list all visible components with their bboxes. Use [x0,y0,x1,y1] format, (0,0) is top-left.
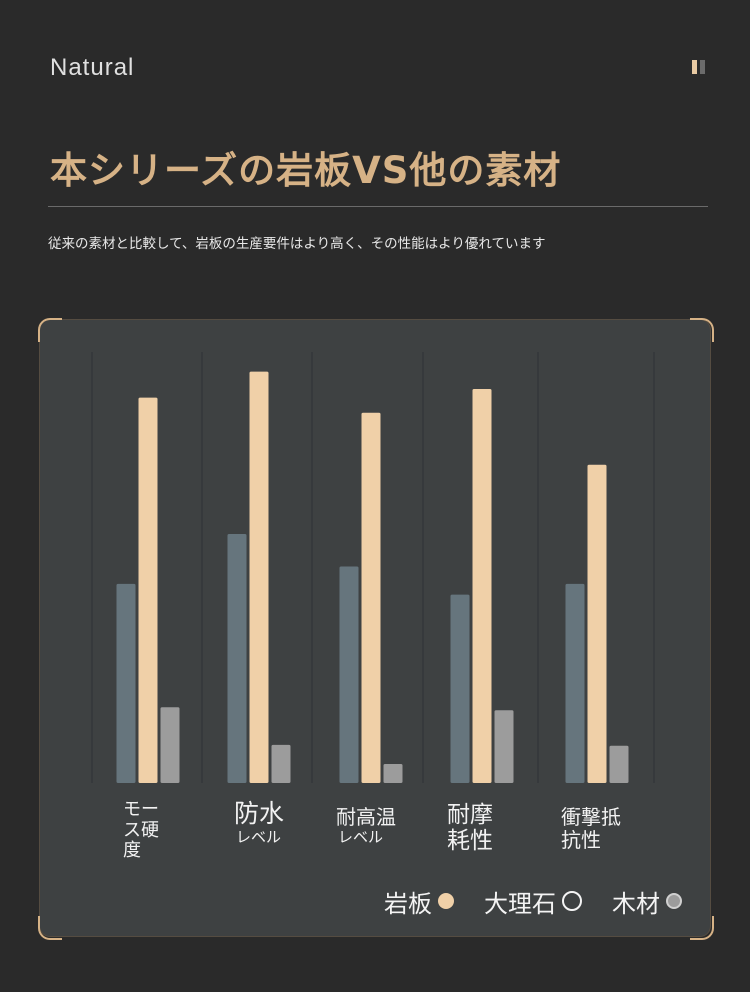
category-label-0-line-2: ス硬 [123,819,159,841]
category-label-2-line-1: 耐高温 [336,805,396,829]
bar-1-1 [249,371,269,783]
corner-ornament-top-right [690,318,714,342]
legend-label-wood: 木材 [612,889,660,918]
bar-4-1 [587,464,607,783]
legend-dot-wood [666,893,682,909]
category-label-4-line-1: 衝撃抵 [561,805,621,829]
corner-ornament-bottom-right [690,916,714,940]
category-label-3: 耐摩 耗性 [447,802,493,855]
legend-dot-marble [562,891,582,911]
bar-3-2 [494,710,514,783]
bar-1-0 [227,534,247,783]
chart-legend: 岩板 大理石 木材 [384,884,682,918]
bar-0-1 [138,397,158,783]
category-label-0-line-3: 度 [123,840,141,862]
pause-bar-right [700,60,705,74]
category-label-0-line-1: モー [123,799,159,820]
bar-0-0 [116,583,136,783]
pause-bar-left [692,60,697,74]
bar-1-2 [271,744,291,783]
category-label-1-line-2: レベル [236,827,282,846]
corner-ornament-top-left [38,318,62,342]
page-title: 本シリーズの岩板VS他の素材 [50,149,562,192]
corner-ornament-bottom-left [38,916,62,940]
bar-4-2 [609,745,629,783]
bar-2-0 [339,566,359,783]
legend-dot-rock [438,893,454,909]
legend-label-marble: 大理石 [484,889,556,918]
pause-icon[interactable] [692,60,708,74]
bar-3-0 [450,594,470,783]
page-subtitle: 従来の素材と比較して、岩板の生産要件はより高く、その性能はより優れています [48,236,546,252]
bar-4-0 [565,583,585,783]
category-label-3-line-2: 耗性 [447,828,493,855]
bar-2-2 [383,763,403,783]
title-divider [48,206,708,207]
category-label-0: モー ス硬度 [123,799,159,862]
legend-label-rock: 岩板 [384,889,432,918]
category-label-4-line-2: 抗性 [561,828,601,852]
bar-0-2 [160,707,180,783]
category-label-2: 耐高温 レベル [336,806,396,846]
bar-2-1 [361,412,381,783]
brand-name: Natural [50,54,135,81]
bar-3-1 [472,388,492,783]
category-label-1-line-1: 防水 [234,799,285,828]
category-label-2-line-2: レベル [338,828,384,846]
category-label-3-line-1: 耐摩 [447,802,493,828]
category-label-1: 防水 レベル [234,799,285,846]
category-label-4: 衝撃抵 抗性 [561,806,621,852]
